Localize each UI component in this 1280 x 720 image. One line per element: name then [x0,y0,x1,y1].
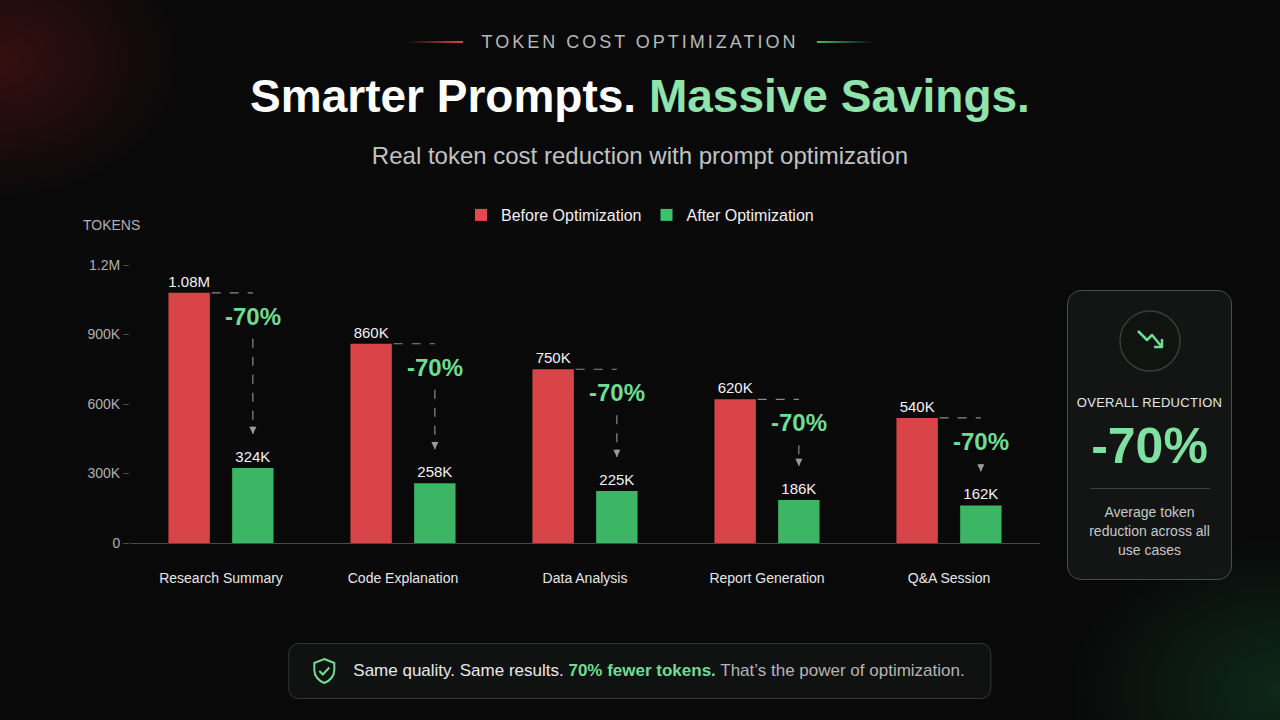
svg-text:-70%: -70% [953,428,1009,455]
svg-text:-70%: -70% [407,354,463,381]
svg-text:620K: 620K [718,379,753,396]
svg-text:1.2M: 1.2M [89,257,120,273]
svg-text:225K: 225K [599,471,634,488]
svg-text:540K: 540K [900,398,935,415]
html-text:OVERALL REDUCTION: OVERALL REDUCTION [1076,395,1223,410]
svg-text:0: 0 [112,535,120,551]
html-text:-70%: -70% [1091,418,1208,474]
svg-text:300K: 300K [87,465,120,481]
svg-text:900K: 900K [87,326,120,342]
html-text:Average token reduction across: Average token reduction across all use c… [1089,504,1210,558]
svg-text:162K: 162K [963,485,998,502]
svg-text:Research Summary: Research Summary [159,570,283,586]
svg-text:1.08M: 1.08M [168,273,210,290]
html-text:Real token cost reduction with: Real token cost reduction with prompt op… [371,142,909,169]
html-text:TOKEN COST OPTIMIZATION: TOKEN COST OPTIMIZATION [481,31,799,52]
svg-text:After Optimization: After Optimization [687,207,814,224]
svg-text:-70%: -70% [771,409,827,436]
svg-text:Q&A Session: Q&A Session [908,570,991,586]
svg-text:860K: 860K [354,324,389,341]
svg-text:Data Analysis: Data Analysis [543,570,628,586]
svg-text:Report Generation: Report Generation [709,570,824,586]
svg-text:TOKENS: TOKENS [83,217,140,233]
svg-text:-70%: -70% [589,379,645,406]
svg-text:186K: 186K [781,480,816,497]
html-text:Same quality. Same results. 70: Same quality. Same results. 70% fewer to… [353,661,965,680]
svg-text:258K: 258K [417,463,452,480]
svg-text:-70%: -70% [225,303,281,330]
svg-text:324K: 324K [235,448,270,465]
svg-text:Code Explanation: Code Explanation [348,570,459,586]
svg-text:Before Optimization: Before Optimization [501,207,642,224]
svg-text:600K: 600K [87,396,120,412]
html-text:Smarter Prompts. Massive Savin: Smarter Prompts. Massive Savings. [250,70,1030,122]
svg-text:750K: 750K [536,349,571,366]
